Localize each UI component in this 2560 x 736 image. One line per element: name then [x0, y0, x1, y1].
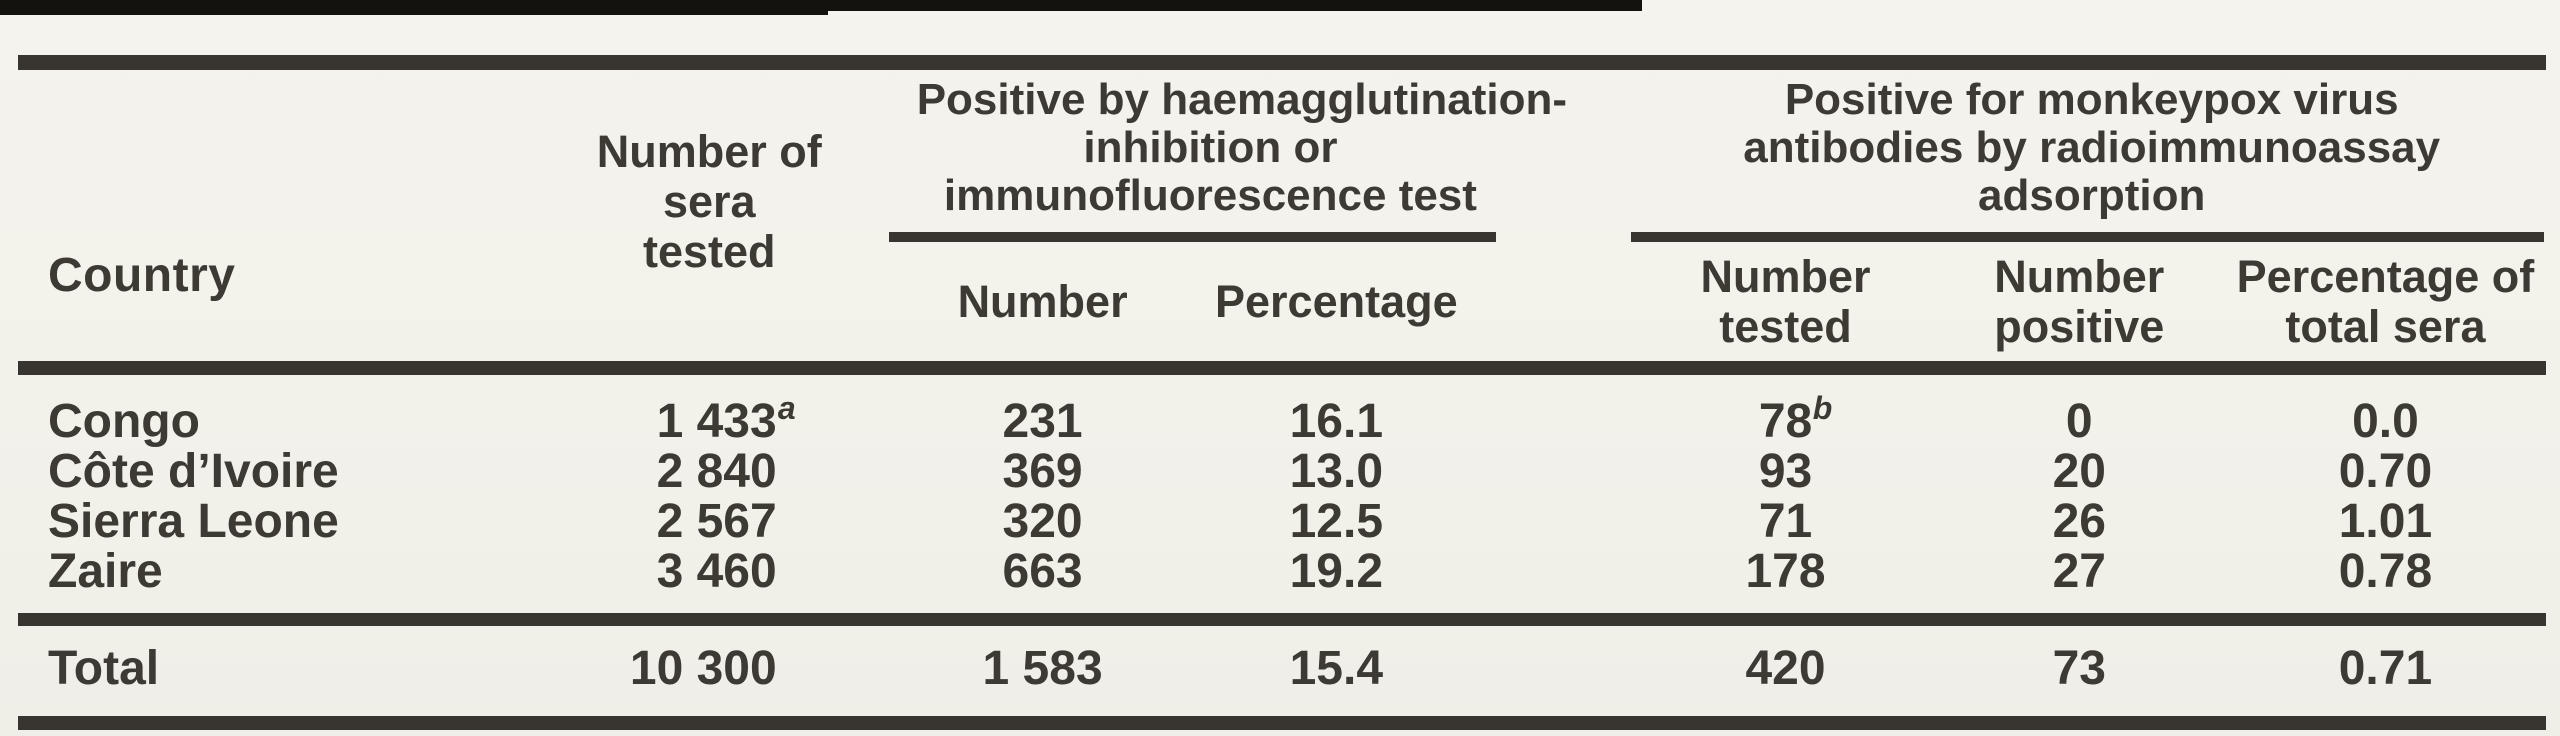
gap-cell — [1504, 547, 1637, 620]
table-row-cote-divoire: Côte d’Ivoire 2 840 369 13.0 93 20 0.70 — [18, 447, 2546, 497]
hi-group-title: Positive by haemagglutination- inhibitio… — [916, 75, 1567, 220]
total-hi-number-cell: 1 583 — [982, 641, 1103, 695]
subheader-hi-number: Number — [957, 275, 1128, 327]
country-cell: Zaire — [48, 545, 163, 598]
ria-group-rule — [1631, 232, 2544, 242]
hi-percentage-cell: 12.5 — [1289, 495, 1384, 548]
hi-title-line: Positive by haemagglutination- — [916, 75, 1567, 124]
subheader-hi-percentage: Percentage — [1215, 275, 1458, 327]
col-header-sera-tested: Number of sera tested — [502, 63, 917, 369]
table-row-zaire: Zaire 3 460 663 19.2 178 27 0.78 — [18, 547, 2546, 620]
ria-number-positive-cell: 20 — [2052, 445, 2106, 498]
total-ria-positive-cell: 73 — [2052, 641, 2106, 695]
total-ria-tested-cell: 420 — [1745, 641, 1826, 695]
ria-percentage-cell: 0.78 — [2338, 545, 2433, 598]
subheader-line: positive — [1994, 300, 2165, 352]
serology-table: Country Number of sera tested Positive b… — [18, 55, 2546, 730]
total-ria-percentage-cell: 0.71 — [2338, 641, 2433, 695]
ria-number-tested-cell: 78 b — [1637, 368, 1933, 447]
country-cell: Sierra Leone — [48, 495, 339, 548]
sera-tested-cell: 2 567 — [656, 495, 777, 548]
total-row: Total 10 300 1 583 15.4 420 73 0.71 — [18, 620, 2546, 724]
hi-percentage-cell: 16.1 — [1289, 395, 1384, 448]
sera-tested-cell: 3 460 — [656, 545, 777, 598]
group-header-ria: Positive for monkeypox virus antibodies … — [1631, 63, 2546, 242]
subheader-line: total sera — [2285, 300, 2486, 352]
sera-header-line: sera — [662, 176, 756, 227]
sera-tested-cell: 1 433 a — [502, 368, 917, 447]
ria-number-tested-cell: 71 — [1758, 495, 1813, 548]
ria-tested-value: 78 — [1758, 395, 1813, 448]
group-header-hi-test: Positive by haemagglutination- inhibitio… — [888, 63, 1567, 242]
gap-cell — [1504, 620, 1637, 724]
sera-value: 1 433 — [656, 395, 777, 448]
gap-cell — [1504, 368, 1637, 447]
col-header-country: Country — [48, 249, 236, 302]
subheader-line: Number — [1700, 250, 1871, 302]
subheader-line: Percentage of — [2236, 250, 2535, 302]
subheader-ria-number-positive: Number positive — [1934, 242, 2225, 368]
hi-number-cell: 320 — [1002, 495, 1083, 548]
total-label-cell: Total — [48, 641, 160, 695]
country-cell: Côte d’Ivoire — [48, 445, 339, 498]
ria-number-positive-cell: 26 — [2052, 495, 2106, 548]
hi-title-line: inhibition or — [1083, 123, 1338, 172]
subheader-line: tested — [1719, 300, 1852, 352]
gap-cell — [1504, 497, 1637, 547]
sera-header-line: Number of — [596, 126, 822, 177]
country-cell: Congo — [48, 395, 200, 448]
footnote-marker-a: a — [777, 390, 796, 426]
subheader-line: Number — [1994, 250, 2165, 302]
hi-number-cell: 231 — [1002, 395, 1083, 448]
ria-group-title: Positive for monkeypox virus antibodies … — [1637, 76, 2546, 220]
scan-artifact-bar-left — [0, 0, 828, 15]
footnote-marker-b: b — [1812, 390, 1833, 426]
subheader-ria-number-tested: Number tested — [1637, 242, 1933, 368]
sera-tested-cell: 2 840 — [656, 445, 777, 498]
hi-percentage-cell: 19.2 — [1289, 545, 1384, 598]
ria-title-line: antibodies by radioimmunoassay — [1743, 123, 2441, 172]
table-row-congo: Congo 1 433 a 231 16.1 78 b 0 0.0 — [18, 368, 2546, 447]
hi-title-line: immunofluorescence test — [943, 171, 1477, 220]
gap-cell — [1504, 447, 1637, 497]
ria-title-line: adsorption — [1978, 171, 2206, 220]
hi-group-rule — [888, 232, 1497, 242]
sera-header-line: tested — [642, 226, 776, 277]
total-hi-percentage-cell: 15.4 — [1289, 641, 1384, 695]
table-row-sierra-leone: Sierra Leone 2 567 320 12.5 71 26 1.01 — [18, 497, 2546, 547]
hi-percentage-cell: 13.0 — [1289, 445, 1384, 498]
ria-title-line: Positive for monkeypox virus — [1784, 75, 2399, 124]
ria-percentage-cell: 0.0 — [2352, 395, 2419, 448]
ria-percentage-cell: 1.01 — [2338, 495, 2433, 548]
ria-number-tested-cell: 93 — [1758, 445, 1813, 498]
total-sera-cell: 10 300 — [629, 641, 777, 695]
ria-number-positive-cell: 0 — [2065, 395, 2093, 448]
ria-number-positive-cell: 27 — [2052, 545, 2106, 598]
subheader-ria-percentage-total-sera: Percentage of total sera — [2225, 242, 2546, 368]
ria-percentage-cell: 0.70 — [2338, 445, 2433, 498]
hi-number-cell: 369 — [1002, 445, 1083, 498]
hi-number-cell: 663 — [1002, 545, 1083, 598]
ria-number-tested-cell: 178 — [1745, 545, 1826, 598]
